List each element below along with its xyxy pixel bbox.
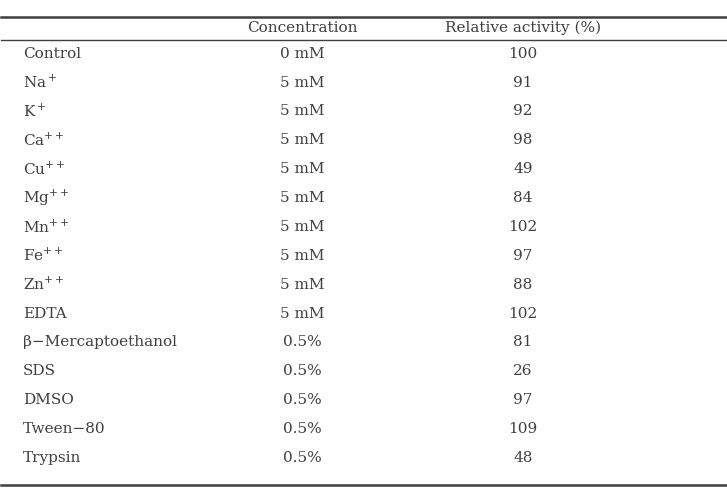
- Text: 91: 91: [513, 76, 533, 90]
- Text: 5 mM: 5 mM: [280, 249, 324, 263]
- Text: 100: 100: [508, 47, 537, 61]
- Text: 97: 97: [513, 249, 532, 263]
- Text: Fe$^{++}$: Fe$^{++}$: [23, 247, 64, 264]
- Text: Mn$^{++}$: Mn$^{++}$: [23, 218, 70, 236]
- Text: 0.5%: 0.5%: [283, 393, 321, 407]
- Text: Relative activity (%): Relative activity (%): [445, 21, 601, 35]
- Text: 102: 102: [508, 307, 537, 320]
- Text: 109: 109: [508, 422, 537, 436]
- Text: 0.5%: 0.5%: [283, 422, 321, 436]
- Text: 88: 88: [513, 277, 532, 292]
- Text: 26: 26: [513, 364, 533, 378]
- Text: Trypsin: Trypsin: [23, 451, 81, 465]
- Text: SDS: SDS: [23, 364, 56, 378]
- Text: 5 mM: 5 mM: [280, 220, 324, 234]
- Text: Ca$^{++}$: Ca$^{++}$: [23, 132, 65, 149]
- Text: K$^+$: K$^+$: [23, 103, 47, 120]
- Text: 0.5%: 0.5%: [283, 364, 321, 378]
- Text: 5 mM: 5 mM: [280, 133, 324, 147]
- Text: Cu$^{++}$: Cu$^{++}$: [23, 160, 65, 178]
- Text: DMSO: DMSO: [23, 393, 74, 407]
- Text: β−Mercaptoethanol: β−Mercaptoethanol: [23, 336, 177, 349]
- Text: 0.5%: 0.5%: [283, 336, 321, 349]
- Text: 0.5%: 0.5%: [283, 451, 321, 465]
- Text: 92: 92: [513, 104, 533, 119]
- Text: Tween−80: Tween−80: [23, 422, 105, 436]
- Text: 98: 98: [513, 133, 532, 147]
- Text: 5 mM: 5 mM: [280, 162, 324, 176]
- Text: Concentration: Concentration: [246, 21, 357, 35]
- Text: EDTA: EDTA: [23, 307, 67, 320]
- Text: Control: Control: [23, 47, 81, 61]
- Text: 102: 102: [508, 220, 537, 234]
- Text: 49: 49: [513, 162, 533, 176]
- Text: 5 mM: 5 mM: [280, 307, 324, 320]
- Text: 0 mM: 0 mM: [280, 47, 324, 61]
- Text: 5 mM: 5 mM: [280, 76, 324, 90]
- Text: Mg$^{++}$: Mg$^{++}$: [23, 188, 70, 208]
- Text: 5 mM: 5 mM: [280, 191, 324, 205]
- Text: 81: 81: [513, 336, 532, 349]
- Text: Na$^+$: Na$^+$: [23, 74, 57, 91]
- Text: Zn$^{++}$: Zn$^{++}$: [23, 276, 65, 293]
- Text: 48: 48: [513, 451, 532, 465]
- Text: 84: 84: [513, 191, 532, 205]
- Text: 97: 97: [513, 393, 532, 407]
- Text: 5 mM: 5 mM: [280, 277, 324, 292]
- Text: 5 mM: 5 mM: [280, 104, 324, 119]
